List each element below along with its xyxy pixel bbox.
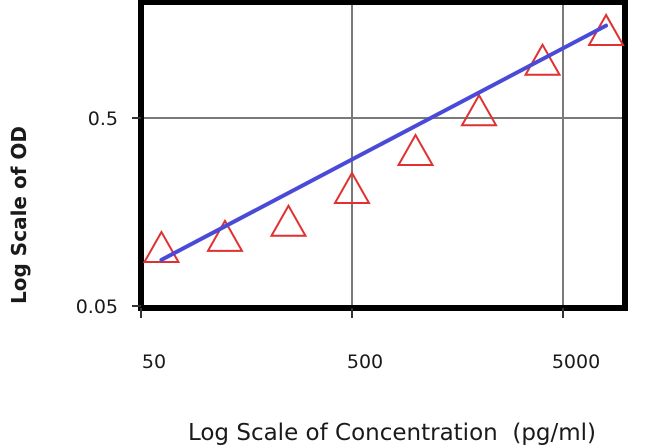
triangle-marker — [269, 203, 308, 237]
triangle-marker — [523, 42, 562, 76]
data-points — [142, 12, 625, 263]
x-tick-label: 500 — [347, 351, 383, 373]
x-tick-label: 5000 — [552, 351, 600, 373]
grid-lines — [141, 2, 625, 308]
y-axis-tick-labels: 0.05 0.5 — [76, 108, 118, 318]
triangle-marker — [142, 229, 181, 263]
fit-line — [159, 23, 609, 262]
y-axis-title: Log Scale of OD — [7, 126, 31, 304]
triangle-marker — [396, 132, 435, 166]
plot-area-frame — [138, 0, 628, 311]
x-tick-label: 50 — [142, 351, 166, 373]
y-tick-label: 0.05 — [76, 296, 118, 318]
fit-line-path — [159, 23, 609, 262]
axis-ticks — [132, 117, 564, 318]
triangle-marker — [460, 93, 498, 127]
x-axis-tick-labels: 50 500 5000 — [142, 351, 600, 373]
triangle-marker — [206, 218, 244, 252]
x-axis-title: Log Scale of Concentration (pg/ml) — [188, 420, 596, 446]
triangle-marker — [333, 171, 371, 205]
y-tick-label: 0.5 — [88, 108, 118, 130]
